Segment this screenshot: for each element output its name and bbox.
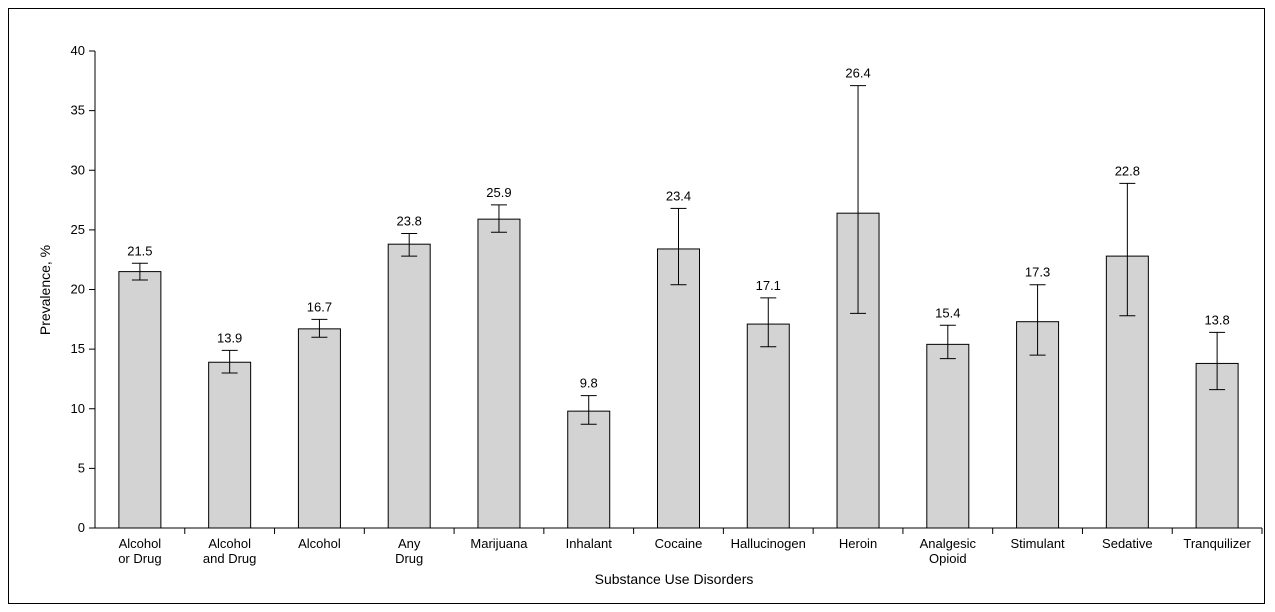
- value-label: 22.8: [1115, 163, 1140, 178]
- bars-group: [118, 212, 1239, 529]
- bar: [746, 323, 790, 529]
- category-label: Hallucinogen: [731, 536, 806, 551]
- bar: [657, 248, 700, 529]
- category-label: Marijuana: [470, 536, 528, 551]
- y-tick-label: 15: [71, 341, 85, 356]
- x-axis: [95, 527, 1263, 534]
- category-label: Cocaine: [655, 536, 703, 551]
- value-label: 23.4: [666, 188, 691, 203]
- category-label: Sedative: [1102, 536, 1153, 551]
- category-label: Opioid: [929, 551, 967, 566]
- category-label: Stimulant: [1010, 536, 1065, 551]
- category-label: Alcohol: [208, 536, 251, 551]
- x-axis-title: Substance Use Disorders: [595, 571, 754, 587]
- value-label: 13.8: [1204, 312, 1229, 327]
- value-label: 16.7: [307, 299, 332, 314]
- bar: [1016, 321, 1060, 529]
- y-tick-label: 20: [71, 282, 85, 297]
- y-tick-label: 35: [71, 103, 85, 118]
- category-label: Analgesic: [920, 536, 977, 551]
- bar: [477, 218, 521, 529]
- bar: [926, 343, 970, 529]
- y-tick-label: 10: [71, 401, 85, 416]
- value-label: 13.9: [217, 330, 242, 345]
- category-label: Alcohol: [298, 536, 341, 551]
- bar: [567, 410, 611, 529]
- value-label: 17.3: [1025, 265, 1050, 280]
- value-label: 21.5: [127, 243, 152, 258]
- category-label: Drug: [395, 551, 423, 566]
- y-tick-label: 0: [78, 520, 85, 535]
- bar: [118, 271, 162, 529]
- error-bars-group: [131, 85, 1226, 425]
- y-tick-label: 5: [78, 460, 85, 475]
- category-label: Inhalant: [566, 536, 613, 551]
- value-label: 23.8: [397, 213, 422, 228]
- category-label: Heroin: [839, 536, 877, 551]
- category-label: Alcohol: [119, 536, 162, 551]
- bar: [208, 361, 252, 529]
- category-label: Tranquilizer: [1183, 536, 1251, 551]
- y-axis-title: Prevalence, %: [37, 245, 53, 335]
- value-label: 15.4: [935, 305, 960, 320]
- category-label: Any: [398, 536, 421, 551]
- value-label: 26.4: [845, 66, 870, 81]
- category-label: and Drug: [203, 551, 256, 566]
- y-tick-label: 25: [71, 222, 85, 237]
- category-label: or Drug: [118, 551, 161, 566]
- y-tick-label: 40: [71, 43, 85, 58]
- value-label: 17.1: [756, 278, 781, 293]
- value-label: 25.9: [486, 185, 511, 200]
- y-tick-label: 30: [71, 162, 85, 177]
- value-labels-group: 21.5 13.9 16.7 23.8 25.9 9.8 23.4 17.1 26.4 15.4 1…: [127, 66, 1230, 391]
- bar: [297, 328, 341, 529]
- bar: [387, 243, 431, 529]
- y-axis: 0 5 10 15 20 25 30 35 40: [71, 43, 96, 535]
- value-label: 9.8: [580, 376, 598, 391]
